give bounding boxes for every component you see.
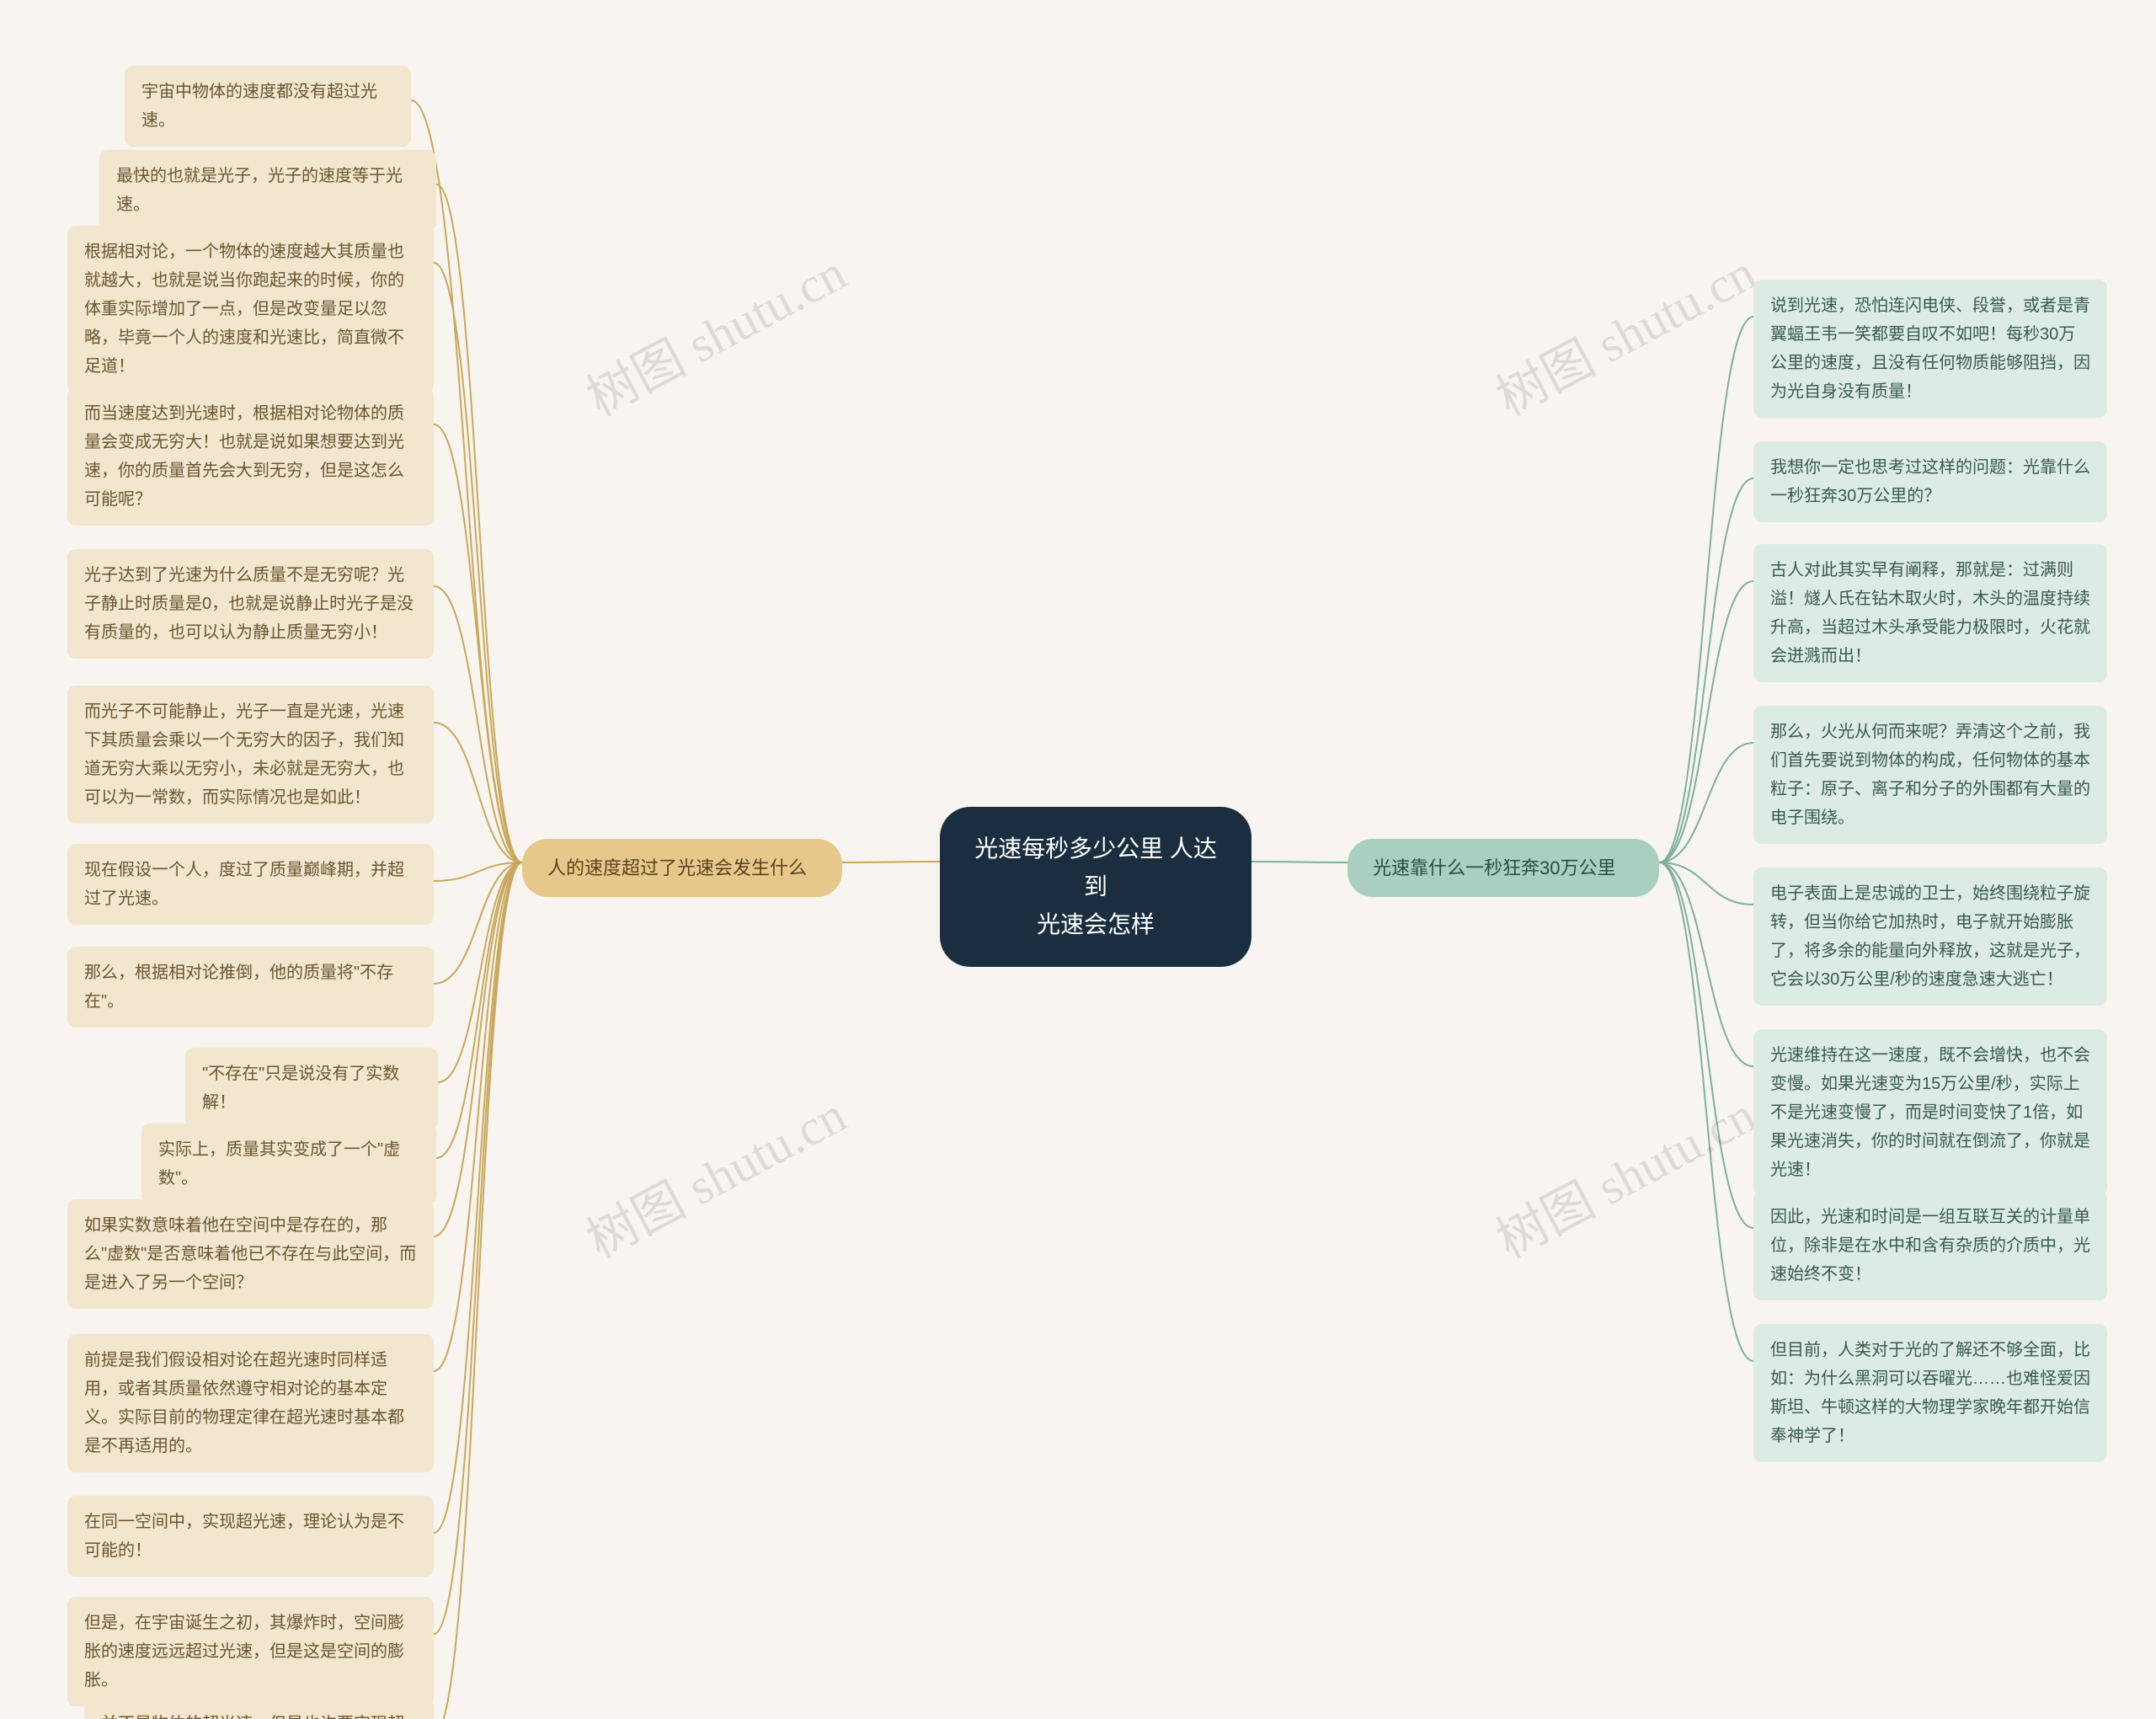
left-leaf-7-label: 那么，根据相对论推倒，他的质量将"不存在"。: [84, 964, 393, 1011]
left-leaf-0: 宇宙中物体的速度都没有超过光速。: [125, 66, 411, 147]
left-leaf-13: 但是，在宇宙诞生之初，其爆炸时，空间膨胀的速度远远超过光速，但是这是空间的膨胀。: [67, 1597, 434, 1706]
right-leaf-5-label: 光速维持在这一速度，既不会增快，也不会变慢。如果光速变为15万公里/秒，实际上不…: [1770, 1046, 2090, 1179]
right-leaf-2: 古人对此其实早有阐释，那就是：过满则溢！燧人氏在钻木取火时，木头的温度持续升高，…: [1753, 544, 2107, 682]
right-leaf-3-label: 那么，火光从何而来呢？弄清这个之前，我们首先要说到物体的构成，任何物体的基本粒子…: [1770, 723, 2090, 827]
left-leaf-14: 并不是物体的超光速，但是也许要实现超光速，非得打破空间的限制不行！: [84, 1698, 434, 1719]
right-leaf-0-label: 说到光速，恐怕连闪电侠、段誉，或者是青翼蝠王韦一笑都要自叹不如吧！每秒30万公里…: [1770, 296, 2090, 401]
left-leaf-8-label: "不存在"只是说没有了实数解！: [202, 1065, 399, 1112]
left-leaf-11-label: 前提是我们假设相对论在超光速时同样适用，或者其质量依然遵守相对论的基本定义。实际…: [84, 1351, 404, 1455]
left-leaf-11: 前提是我们假设相对论在超光速时同样适用，或者其质量依然遵守相对论的基本定义。实际…: [67, 1334, 434, 1472]
left-leaf-6-label: 现在假设一个人，度过了质量巅峰期，并超过了光速。: [84, 861, 404, 908]
left-leaf-2-label: 根据相对论，一个物体的速度越大其质量也就越大，也就是说当你跑起来的时候，你的体重…: [84, 243, 404, 376]
left-branch-node-label: 人的速度超过了光速会发生什么: [547, 857, 807, 878]
right-leaf-4-label: 电子表面上是忠诚的卫士，始终围绕粒子旋转，但当你给它加热时，电子就开始膨胀了，将…: [1770, 884, 2090, 989]
right-leaf-4: 电子表面上是忠诚的卫士，始终围绕粒子旋转，但当你给它加热时，电子就开始膨胀了，将…: [1753, 868, 2107, 1006]
right-branch-node: 光速靠什么一秒狂奔30万公里: [1348, 839, 1659, 897]
left-leaf-6: 现在假设一个人，度过了质量巅峰期，并超过了光速。: [67, 844, 434, 925]
left-leaf-7: 那么，根据相对论推倒，他的质量将"不存在"。: [67, 947, 434, 1028]
watermark: 树图 shutu.cn: [572, 232, 857, 430]
watermark: 树图 shutu.cn: [1481, 232, 1766, 430]
left-leaf-3-label: 而当速度达到光速时，根据相对论物体的质量会变成无穷大！也就是说如果想要达到光速，…: [84, 404, 404, 509]
left-leaf-9-label: 实际上，质量其实变成了一个"虚数"。: [158, 1140, 400, 1188]
left-leaf-0-label: 宇宙中物体的速度都没有超过光速。: [141, 83, 377, 130]
left-leaf-13-label: 但是，在宇宙诞生之初，其爆炸时，空间膨胀的速度远远超过光速，但是这是空间的膨胀。: [84, 1614, 404, 1690]
right-leaf-7: 但目前，人类对于光的了解还不够全面，比如：为什么黑洞可以吞曜光……也难怪爱因斯坦…: [1753, 1324, 2107, 1462]
left-leaf-12: 在同一空间中，实现超光速，理论认为是不可能的！: [67, 1496, 434, 1577]
left-leaf-10-label: 如果实数意味着他在空间中是存在的，那么"虚数"是否意味着他已不存在与此空间，而是…: [84, 1216, 416, 1292]
left-leaf-9: 实际上，质量其实变成了一个"虚数"。: [141, 1124, 436, 1204]
right-leaf-6-label: 因此，光速和时间是一组互联互关的计量单位，除非是在水中和含有杂质的介质中，光速始…: [1770, 1208, 2090, 1284]
left-leaf-8: "不存在"只是说没有了实数解！: [185, 1048, 438, 1129]
left-leaf-5-label: 而光子不可能静止，光子一直是光速，光速下其质量会乘以一个无穷大的因子，我们知道无…: [84, 702, 404, 807]
right-leaf-2-label: 古人对此其实早有阐释，那就是：过满则溢！燧人氏在钻木取火时，木头的温度持续升高，…: [1770, 561, 2090, 665]
right-leaf-6: 因此，光速和时间是一组互联互关的计量单位，除非是在水中和含有杂质的介质中，光速始…: [1753, 1191, 2107, 1300]
left-leaf-10: 如果实数意味着他在空间中是存在的，那么"虚数"是否意味着他已不存在与此空间，而是…: [67, 1199, 434, 1309]
left-leaf-3: 而当速度达到光速时，根据相对论物体的质量会变成无穷大！也就是说如果想要达到光速，…: [67, 387, 434, 526]
left-leaf-4: 光子达到了光速为什么质量不是无穷呢？光子静止时质量是0，也就是说静止时光子是没有…: [67, 549, 434, 659]
right-leaf-7-label: 但目前，人类对于光的了解还不够全面，比如：为什么黑洞可以吞曜光……也难怪爱因斯坦…: [1770, 1341, 2090, 1445]
left-leaf-1-label: 最快的也就是光子，光子的速度等于光速。: [116, 167, 403, 214]
right-leaf-3: 那么，火光从何而来呢？弄清这个之前，我们首先要说到物体的构成，任何物体的基本粒子…: [1753, 706, 2107, 844]
right-leaf-5: 光速维持在这一速度，既不会增快，也不会变慢。如果光速变为15万公里/秒，实际上不…: [1753, 1029, 2107, 1196]
watermark: 树图 shutu.cn: [572, 1075, 857, 1273]
left-branch-node: 人的速度超过了光速会发生什么: [522, 839, 842, 897]
right-leaf-1: 我想你一定也思考过这样的问题：光靠什么一秒狂奔30万公里的？: [1753, 441, 2107, 522]
left-leaf-1: 最快的也就是光子，光子的速度等于光速。: [99, 150, 436, 231]
right-branch-node-label: 光速靠什么一秒狂奔30万公里: [1373, 857, 1615, 878]
right-leaf-1-label: 我想你一定也思考过这样的问题：光靠什么一秒狂奔30万公里的？: [1770, 458, 2090, 505]
left-leaf-2: 根据相对论，一个物体的速度越大其质量也就越大，也就是说当你跑起来的时候，你的体重…: [67, 226, 434, 392]
root-node-label: 光速每秒多少公里 人达到光速会怎样: [974, 835, 1217, 937]
watermark: 树图 shutu.cn: [1481, 1075, 1766, 1273]
left-leaf-14-label: 并不是物体的超光速，但是也许要实现超光速，非得打破空间的限制不行！: [101, 1715, 404, 1719]
right-leaf-0: 说到光速，恐怕连闪电侠、段誉，或者是青翼蝠王韦一笑都要自叹不如吧！每秒30万公里…: [1753, 280, 2107, 418]
left-leaf-12-label: 在同一空间中，实现超光速，理论认为是不可能的！: [84, 1513, 404, 1560]
root-node: 光速每秒多少公里 人达到光速会怎样: [940, 807, 1251, 967]
left-leaf-5: 而光子不可能静止，光子一直是光速，光速下其质量会乘以一个无穷大的因子，我们知道无…: [67, 686, 434, 824]
left-leaf-4-label: 光子达到了光速为什么质量不是无穷呢？光子静止时质量是0，也就是说静止时光子是没有…: [84, 566, 414, 642]
